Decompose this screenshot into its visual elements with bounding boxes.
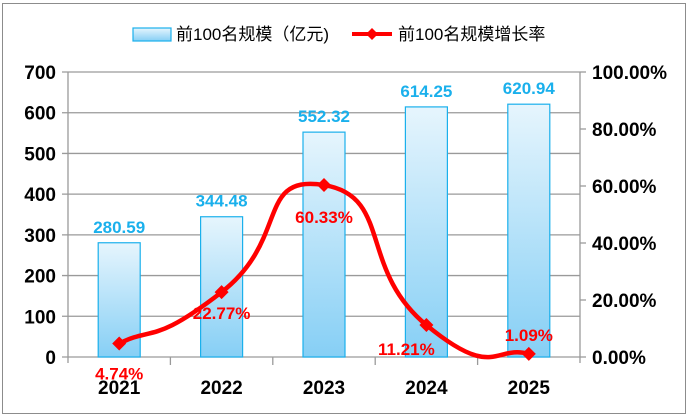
x-axis-tick: 2024 — [405, 378, 448, 399]
left-axis-tick: 700 — [24, 63, 56, 84]
left-axis-tick: 100 — [24, 307, 56, 328]
legend-bar-swatch — [132, 27, 172, 42]
right-axis-tick: 100.00% — [592, 63, 667, 84]
growth-rate-marker — [214, 285, 229, 300]
legend-diamond-marker — [366, 28, 378, 40]
bar-value-label: 344.48 — [196, 192, 248, 211]
left-axis-tick: 500 — [24, 144, 56, 165]
bar-value-label: 552.32 — [298, 107, 350, 126]
left-axis-tick: 200 — [24, 267, 56, 288]
bar-value-label: 620.94 — [503, 79, 556, 98]
growth-rate-label: 1.09% — [505, 326, 553, 345]
growth-rate-marker — [112, 336, 127, 351]
bar-value-label: 280.59 — [93, 218, 145, 237]
right-axis-tick: 60.00% — [592, 177, 657, 198]
growth-rate-marker — [521, 346, 536, 361]
left-axis-tick: 600 — [24, 104, 56, 125]
legend-line-label: 前100名规模增长率 — [398, 25, 545, 44]
bar-value-label: 614.25 — [400, 82, 452, 101]
bar — [507, 103, 551, 358]
left-axis-tick: 300 — [24, 226, 56, 247]
bar — [302, 131, 346, 358]
growth-rate-label: 4.74% — [95, 364, 143, 383]
left-axis-tick: 400 — [24, 185, 56, 206]
legend-bar-label: 前100名规模（亿元) — [176, 25, 329, 44]
x-axis-tick: 2023 — [303, 378, 345, 399]
x-axis-tick: 2022 — [200, 378, 242, 399]
growth-rate-marker — [317, 178, 331, 193]
right-axis-tick: 0.00% — [592, 348, 646, 369]
legend: 前100名规模（亿元) 前100名规模增长率 — [132, 25, 545, 44]
x-axis-tick: 2021 — [98, 378, 141, 399]
chart-frame — [2, 3, 686, 414]
growth-rate-marker — [419, 318, 434, 333]
right-axis-tick: 80.00% — [592, 120, 657, 141]
growth-rate-label: 60.33% — [295, 208, 353, 227]
bar — [404, 106, 448, 358]
x-axis-tick: 2025 — [508, 378, 551, 399]
growth-rate-label: 22.77% — [193, 304, 251, 323]
right-axis-tick: 40.00% — [592, 234, 657, 255]
right-axis-tick: 20.00% — [592, 291, 657, 312]
growth-rate-label: 11.21% — [378, 340, 435, 359]
left-axis-tick: 0 — [45, 348, 56, 369]
